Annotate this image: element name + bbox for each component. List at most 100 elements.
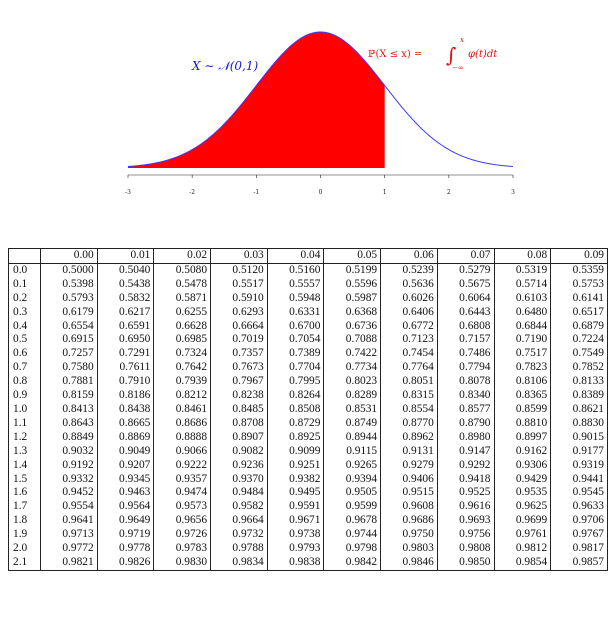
standard-normal-table: 0.00 0.01 0.02 0.03 0.04 0.05 0.06 0.07 0.08 0.09… <box>8 248 608 571</box>
table-cell: 0.7224 <box>550 333 608 348</box>
row-header: 1.8 <box>8 514 41 529</box>
table-cell: 0.7422 <box>323 347 381 362</box>
x-tick-label: 2 <box>447 189 451 196</box>
table-row: 1.9 0.9713 0.9719 0.9726 0.9732 0.9738 0.9744 0… <box>8 528 608 543</box>
table-cell: 0.8485 <box>210 402 268 417</box>
table-cell: 0.6026 <box>380 291 438 306</box>
table-row: 0.1 0.5398 0.5438 0.5478 0.5517 0.5557 0.5596 0… <box>8 277 608 292</box>
table-cell: 0.9812 <box>493 542 551 556</box>
table-cell: 0.5675 <box>436 277 494 292</box>
table-cell: 0.9545 <box>550 486 608 501</box>
table-cell: 0.9357 <box>153 472 211 487</box>
table-cell: 0.9761 <box>493 528 551 543</box>
table-cell: 0.8888 <box>153 430 211 445</box>
table-cell: 0.6179 <box>40 305 98 320</box>
table-cell: 0.9279 <box>380 458 438 473</box>
table-cell: 0.6844 <box>493 319 551 334</box>
table-cell: 0.8554 <box>380 402 438 417</box>
table-cell: 0.7454 <box>380 347 438 362</box>
table-row: 1.3 0.9032 0.9049 0.9066 0.9082 0.9099 0.9115 0… <box>8 444 608 459</box>
column-header: 0.01 <box>96 248 154 264</box>
table-cell: 0.9625 <box>493 500 551 515</box>
table-cell: 0.6591 <box>96 319 154 334</box>
table-cell: 0.9292 <box>436 458 494 473</box>
row-header: 0.3 <box>8 305 41 320</box>
table-row: 0.0 0.5000 0.5040 0.5080 0.5120 0.5160 0.5199 0… <box>8 263 608 278</box>
table-cell: 0.7823 <box>493 361 551 376</box>
table-cell: 0.9719 <box>96 528 154 543</box>
table-cell: 0.5279 <box>436 263 494 278</box>
integrand: φ(t)dt <box>468 49 498 60</box>
table-cell: 0.7764 <box>380 361 438 376</box>
table-cell: 0.9713 <box>40 528 98 543</box>
table-row: 1.0 0.8413 0.8438 0.8461 0.8485 0.8508 0.8531 0… <box>8 402 608 417</box>
table-cell: 0.7190 <box>493 333 551 348</box>
table-row: 2.1 0.9821 0.9826 0.9830 0.9834 0.9838 0.9842 0… <box>8 555 608 571</box>
table-cell: 0.5000 <box>40 263 98 278</box>
table-cell: 0.6064 <box>436 291 494 306</box>
table-cell: 0.9854 <box>493 555 551 571</box>
row-header: 2.1 <box>8 555 41 571</box>
table-row: 0.4 0.6554 0.6591 0.6628 0.6664 0.6700 0.6736 0… <box>8 319 608 334</box>
normal-distribution-figure: -3 -2 -1 0 1 2 3 X ∼ 𝒩(0,1) ℙ(X ≤ x) = ∫ x −∞ … <box>125 31 515 196</box>
table-cell: 0.7389 <box>266 347 324 362</box>
table-cell: 0.8289 <box>323 389 381 403</box>
table-cell: 0.8078 <box>436 375 494 390</box>
table-cell: 0.8315 <box>380 389 438 403</box>
table-cell: 0.9608 <box>380 500 438 515</box>
table-cell: 0.9582 <box>210 500 268 515</box>
table-cell: 0.7673 <box>210 361 268 376</box>
table-cell: 0.7088 <box>323 333 381 348</box>
table-cell: 0.8907 <box>210 430 268 445</box>
table-cell: 0.8849 <box>40 430 98 445</box>
table-cell: 0.6255 <box>153 305 211 320</box>
table-cell: 0.9370 <box>210 472 268 487</box>
table-row: 1.2 0.8849 0.8869 0.8888 0.8907 0.8925 0.8944 0… <box>8 430 608 445</box>
table-cell: 0.8531 <box>323 402 381 417</box>
table-cell: 0.9345 <box>96 472 154 487</box>
row-header: 1.6 <box>8 486 41 501</box>
table-cell: 0.9678 <box>323 514 381 529</box>
corner-cell <box>8 248 41 264</box>
table-cell: 0.6985 <box>153 333 211 348</box>
row-header: 2.0 <box>8 542 41 556</box>
row-header: 1.4 <box>8 458 41 473</box>
column-header: 0.07 <box>436 248 494 264</box>
table-cell: 0.9756 <box>436 528 494 543</box>
row-header: 0.8 <box>8 375 41 390</box>
table-cell: 0.8643 <box>40 416 98 431</box>
row-header: 1.3 <box>8 444 41 459</box>
cdf-formula-prefix: ℙ(X ≤ x) = <box>368 49 422 60</box>
table-cell: 0.9767 <box>550 528 608 543</box>
table-cell: 0.5438 <box>96 277 154 292</box>
x-axis-ticks: -3 -2 -1 0 1 2 3 <box>125 175 515 196</box>
table-cell: 0.8749 <box>323 416 381 431</box>
table-cell: 0.9616 <box>436 500 494 515</box>
table-cell: 0.9505 <box>323 486 381 501</box>
table-cell: 0.9808 <box>436 542 494 556</box>
table-cell: 0.8508 <box>266 402 324 417</box>
row-header: 1.5 <box>8 472 41 487</box>
density-curve <box>127 31 514 167</box>
table-cell: 0.7324 <box>153 347 211 362</box>
table-cell: 0.5557 <box>266 277 324 292</box>
table-cell: 0.9429 <box>493 472 551 487</box>
table-cell: 0.8925 <box>266 430 324 445</box>
table-cell: 0.5987 <box>323 291 381 306</box>
table-cell: 0.8389 <box>550 389 608 403</box>
table-cell: 0.9394 <box>323 472 381 487</box>
table-cell: 0.6480 <box>493 305 551 320</box>
table-cell: 0.8708 <box>210 416 268 431</box>
table-cell: 0.9686 <box>380 514 438 529</box>
table-cell: 0.7734 <box>323 361 381 376</box>
table-cell: 0.7910 <box>96 375 154 390</box>
table-cell: 0.9441 <box>550 472 608 487</box>
table-cell: 0.9564 <box>96 500 154 515</box>
shaded-cdf-area <box>128 32 385 168</box>
table-row: 0.7 0.7580 0.7611 0.7642 0.7673 0.7704 0.7734 0… <box>8 361 608 376</box>
distribution-label: X ∼ 𝒩(0,1) <box>191 59 258 73</box>
table-cell: 0.8944 <box>323 430 381 445</box>
table-cell: 0.9846 <box>380 555 438 571</box>
table-cell: 0.9826 <box>96 555 154 571</box>
table-cell: 0.9798 <box>323 542 381 556</box>
